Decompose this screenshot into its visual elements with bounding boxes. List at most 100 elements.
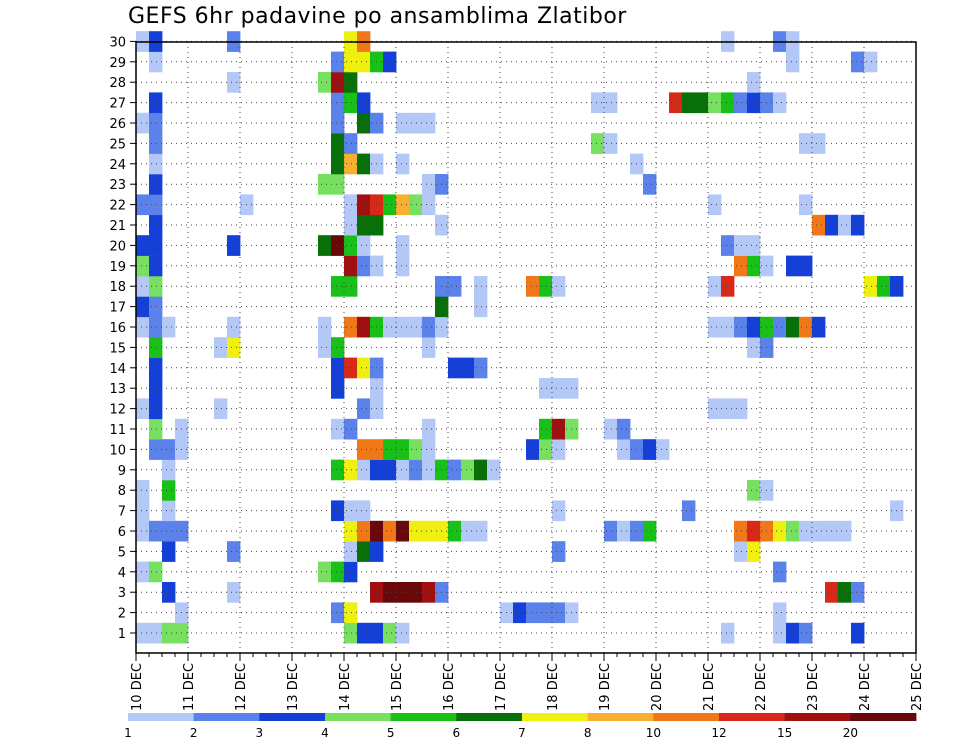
x-tick-label: 13 DEC bbox=[286, 663, 301, 711]
heatmap-cell bbox=[149, 112, 163, 134]
colorbar-label: 4 bbox=[321, 726, 329, 740]
heatmap-cell bbox=[734, 520, 748, 542]
heatmap-cell bbox=[552, 418, 566, 440]
heatmap-cell bbox=[149, 194, 163, 216]
heatmap-cell bbox=[331, 174, 345, 195]
heatmap-cell bbox=[357, 541, 371, 562]
heatmap-cell bbox=[136, 255, 150, 277]
heatmap-cell bbox=[344, 276, 358, 297]
heatmap-cell bbox=[526, 602, 540, 624]
heatmap-cell bbox=[344, 357, 358, 379]
heatmap-cell bbox=[331, 500, 345, 522]
heatmap-cell bbox=[331, 561, 345, 583]
colorbar-segment bbox=[522, 713, 589, 721]
heatmap-cell bbox=[162, 520, 176, 542]
heatmap-cell bbox=[669, 92, 683, 114]
heatmap-cell bbox=[539, 418, 553, 440]
heatmap-cell bbox=[162, 582, 176, 603]
heatmap-cell bbox=[136, 561, 150, 583]
heatmap-cell bbox=[383, 51, 397, 73]
heatmap-cell bbox=[396, 459, 410, 481]
x-tick-label: 10 DEC bbox=[130, 663, 145, 711]
heatmap-cell bbox=[409, 459, 423, 481]
heatmap-cell bbox=[461, 357, 475, 379]
heatmap-cell bbox=[539, 439, 553, 460]
heatmap-cell bbox=[552, 500, 566, 522]
colorbar-segment bbox=[784, 713, 851, 721]
heatmap-cell bbox=[149, 520, 163, 542]
heatmap-cell bbox=[227, 72, 241, 93]
heatmap-cell bbox=[786, 316, 800, 338]
heatmap-cell bbox=[331, 602, 345, 624]
heatmap-cell bbox=[851, 51, 865, 73]
x-tick-label: 15 DEC bbox=[390, 663, 405, 711]
heatmap-cell bbox=[552, 276, 566, 297]
y-tick-label: 2 bbox=[118, 607, 126, 622]
x-tick-label: 18 DEC bbox=[546, 663, 561, 711]
heatmap-cell bbox=[162, 500, 176, 522]
y-tick-label: 15 bbox=[109, 341, 126, 356]
colorbar-segment bbox=[325, 713, 392, 721]
heatmap-cell bbox=[422, 316, 436, 338]
heatmap-cell bbox=[331, 72, 345, 93]
heatmap-cell bbox=[773, 92, 787, 114]
heatmap-cell bbox=[149, 235, 163, 256]
heatmap-cell bbox=[552, 541, 566, 562]
heatmap-cell bbox=[422, 337, 436, 358]
heatmap-cell bbox=[838, 214, 852, 236]
heatmap-cell bbox=[318, 235, 332, 256]
heatmap-cell bbox=[448, 459, 462, 481]
heatmap-cell bbox=[474, 276, 488, 297]
heatmap-cell bbox=[851, 214, 865, 236]
heatmap-cell bbox=[318, 337, 332, 358]
heatmap-cell bbox=[552, 378, 566, 399]
heatmap-cell bbox=[344, 255, 358, 277]
heatmap-cell bbox=[331, 337, 345, 358]
heatmap-cell bbox=[149, 378, 163, 399]
heatmap-cell bbox=[344, 194, 358, 216]
colorbar-label: 8 bbox=[584, 726, 592, 740]
heatmap-cell bbox=[734, 541, 748, 562]
heatmap-cell bbox=[409, 112, 423, 134]
heatmap-cell bbox=[617, 418, 631, 440]
heatmap-cell bbox=[149, 92, 163, 114]
heatmap-cell bbox=[552, 439, 566, 460]
y-tick-label: 19 bbox=[109, 260, 126, 275]
y-tick-label: 20 bbox=[109, 239, 126, 254]
heatmap-cell bbox=[591, 92, 605, 114]
heatmap-cell bbox=[851, 622, 865, 644]
y-tick-label: 9 bbox=[118, 464, 126, 479]
y-tick-label: 10 bbox=[109, 443, 126, 458]
heatmap-cell bbox=[149, 622, 163, 644]
colorbar-segment bbox=[587, 713, 654, 721]
heatmap-cell bbox=[149, 316, 163, 338]
heatmap-cell bbox=[721, 622, 735, 644]
heatmap-cell bbox=[773, 561, 787, 583]
heatmap-cell bbox=[357, 92, 371, 114]
heatmap-cell bbox=[682, 500, 696, 522]
heatmap-cell bbox=[474, 296, 488, 318]
colorbar-label: 20 bbox=[843, 726, 858, 740]
heatmap-cell bbox=[136, 480, 150, 501]
colorbar-label: 1 bbox=[124, 726, 132, 740]
heatmap-cell bbox=[227, 337, 241, 358]
heatmap-cell bbox=[708, 276, 722, 297]
y-tick-label: 13 bbox=[109, 382, 126, 397]
heatmap-cell bbox=[396, 582, 410, 603]
heatmap-cell bbox=[331, 418, 345, 440]
heatmap-cell bbox=[149, 133, 163, 154]
heatmap-cell bbox=[344, 459, 358, 481]
heatmap-cell bbox=[357, 235, 371, 256]
heatmap-cell bbox=[357, 520, 371, 542]
heatmap-cell bbox=[149, 357, 163, 379]
heatmap-cell bbox=[877, 276, 891, 297]
heatmap-cell bbox=[422, 194, 436, 216]
heatmap-cell bbox=[487, 459, 501, 481]
x-tick-label: 19 DEC bbox=[598, 663, 613, 711]
y-tick-label: 5 bbox=[118, 545, 126, 560]
heatmap-cell bbox=[149, 398, 163, 420]
colorbar-segment bbox=[456, 713, 523, 721]
heatmap-cell bbox=[357, 398, 371, 420]
heatmap-cell bbox=[396, 622, 410, 644]
heatmap-cell bbox=[851, 582, 865, 603]
